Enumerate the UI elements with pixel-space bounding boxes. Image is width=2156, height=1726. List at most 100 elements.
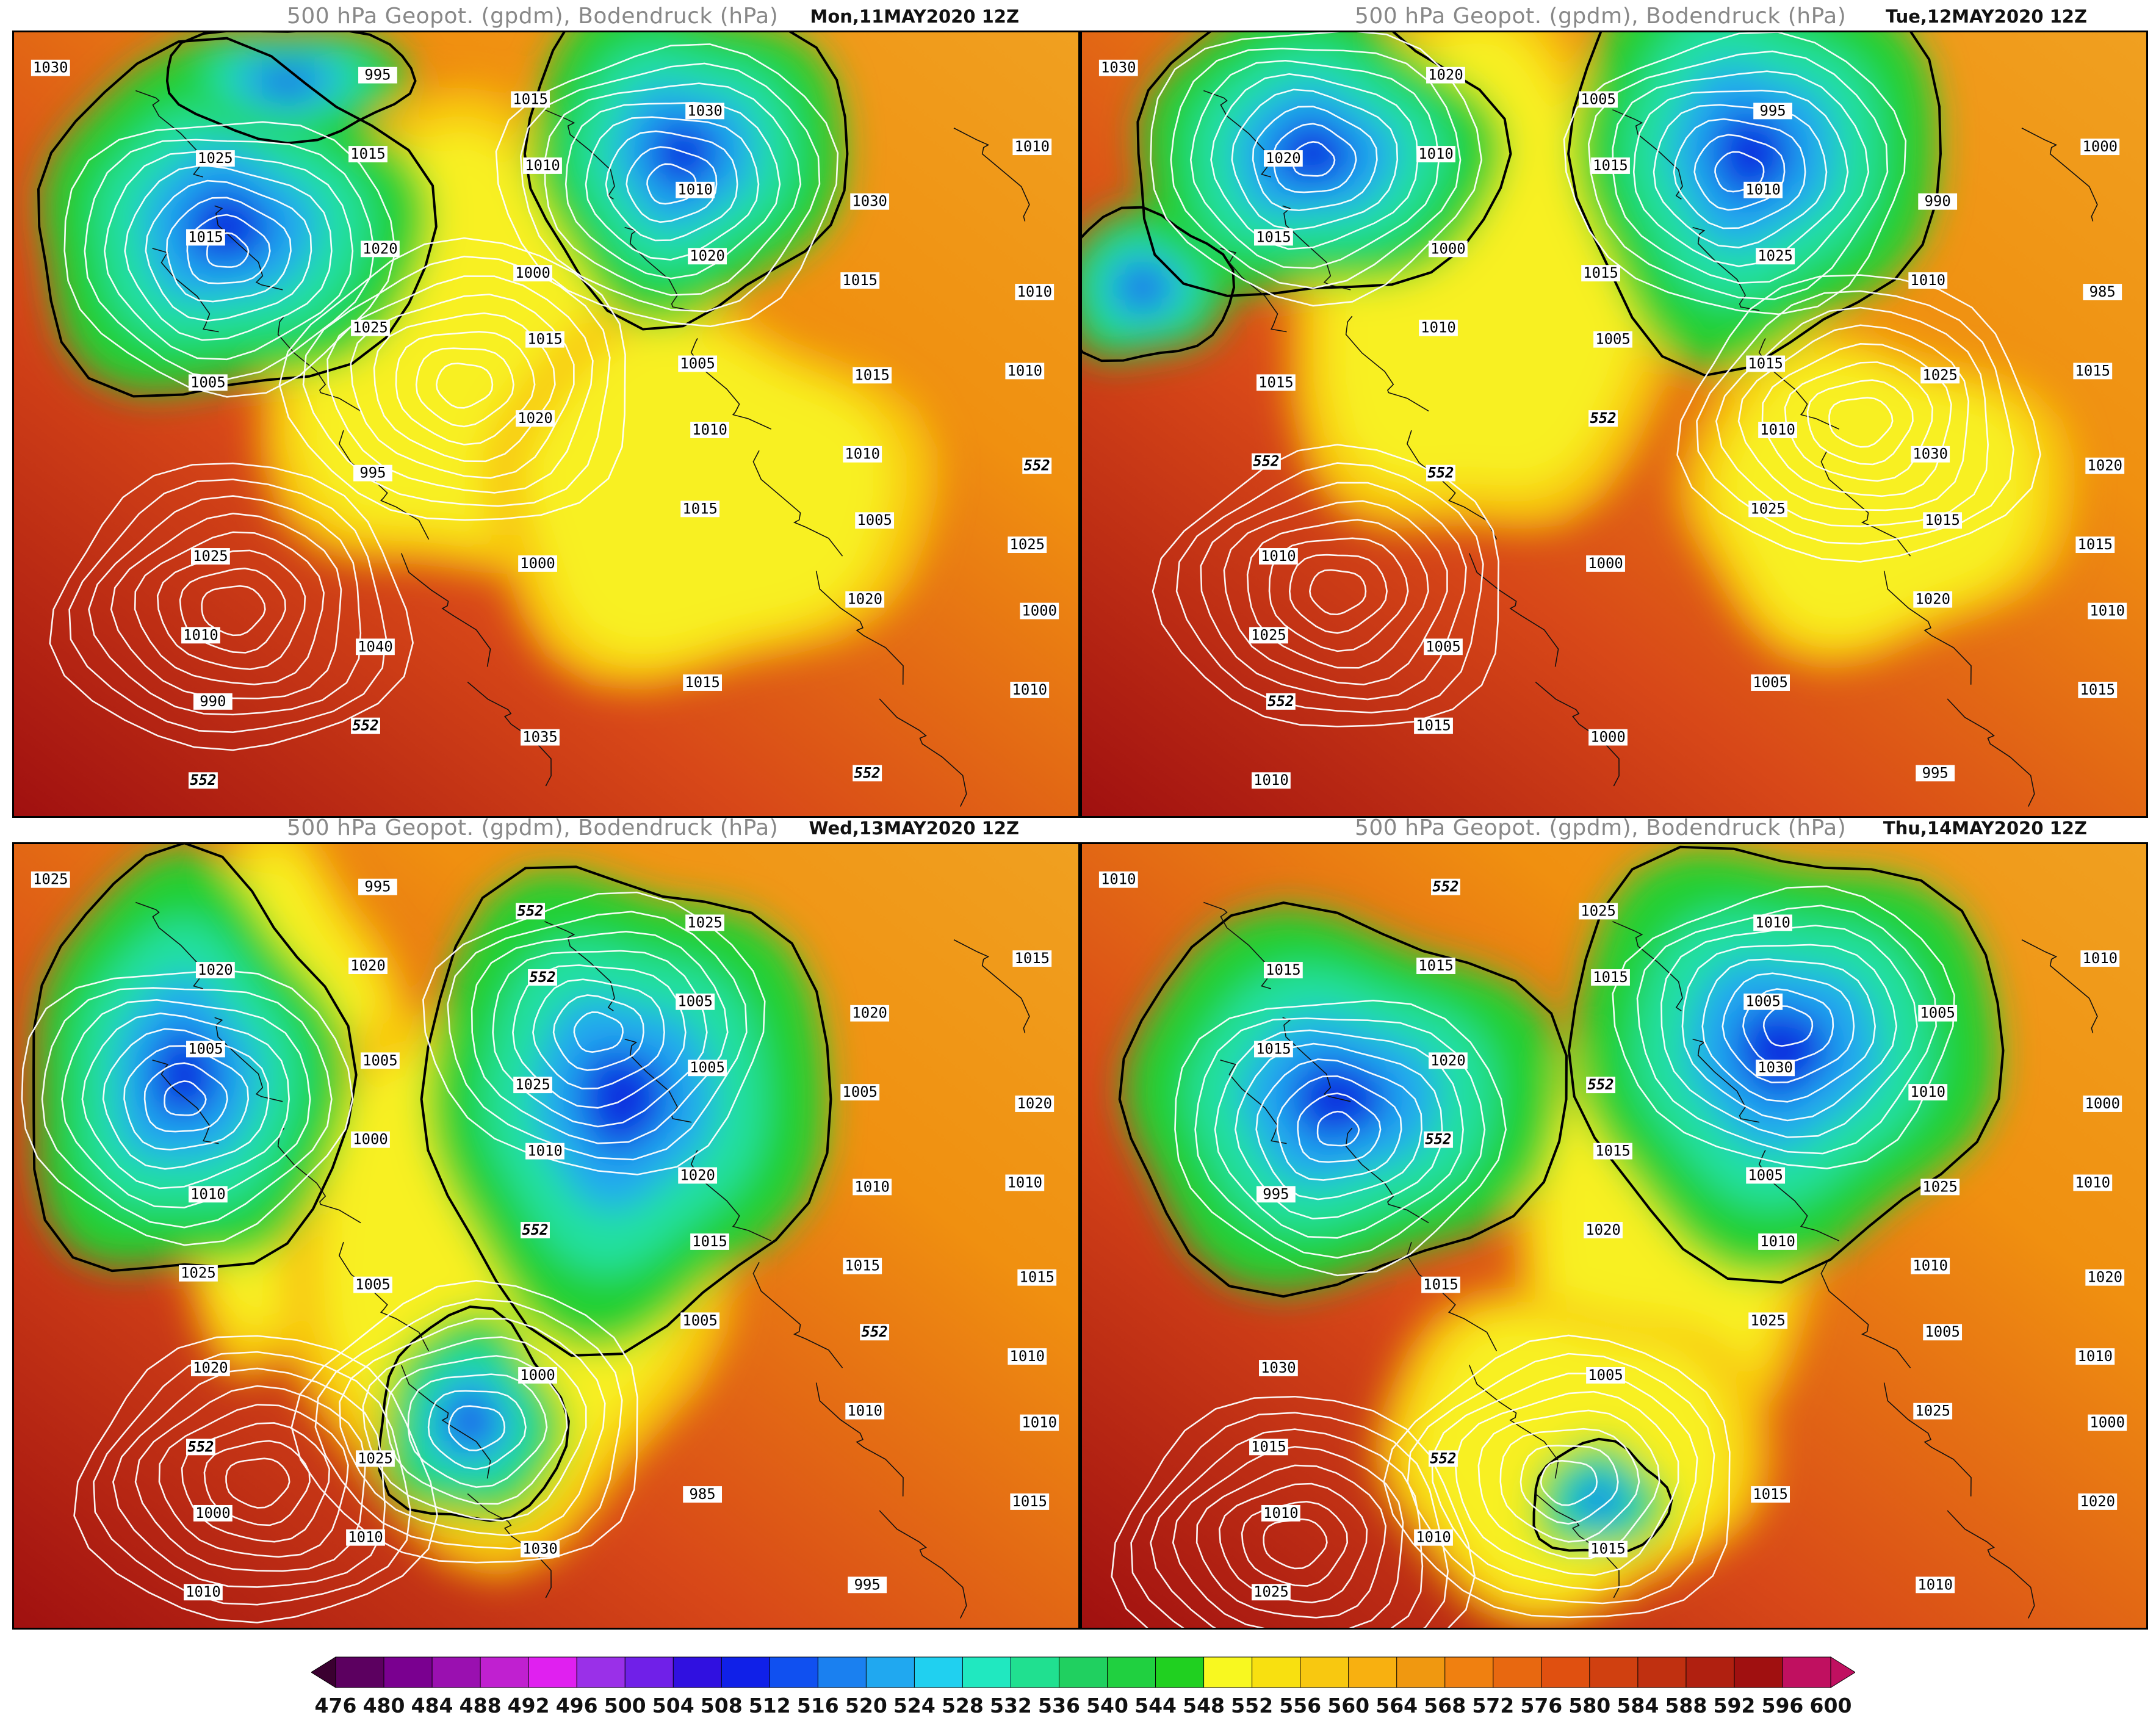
map-frame[interactable]: 1010 1015 1020 1015 1010 1005 1000 1010 552 1015 1… (1080, 842, 2148, 1630)
isobar-label: 1010 (1908, 1083, 1948, 1100)
svg-text:552: 552 (1427, 464, 1454, 482)
svg-text:1020: 1020 (852, 1005, 887, 1022)
svg-text:1015: 1015 (1423, 1276, 1458, 1293)
isobar-label: 1020 (845, 591, 885, 608)
svg-text:1015: 1015 (527, 331, 563, 348)
panel-title: 500 hPa Geopot. (gpdm), Bodendruck (hPa) (287, 4, 779, 29)
isobar-label: 1010 (1753, 914, 1792, 931)
colorbar-cell (672, 1656, 723, 1688)
colorbar-labels: 476 480 484 488 492 496 500 504 508 512 516 520 524 5… (311, 1694, 1855, 1718)
isobar-label: 1015 (1017, 1269, 1057, 1286)
svg-text:1030: 1030 (522, 1540, 558, 1558)
svg-text:552: 552 (1024, 457, 1050, 474)
colorbar-label: 504 (652, 1694, 694, 1717)
svg-text:995: 995 (1263, 1185, 1289, 1202)
svg-text:1015: 1015 (1753, 1486, 1788, 1503)
svg-text:1000: 1000 (195, 1504, 231, 1522)
isobar-label: 1010 (184, 1583, 223, 1600)
isobar-label: 985 (2083, 283, 2122, 300)
isobar-label: 1010 (2080, 950, 2120, 967)
isobar-label: 552 (1586, 1076, 1615, 1093)
isobar-label: 995 (353, 464, 392, 482)
isobar-label: 1020 (2085, 1269, 2125, 1286)
isobar-label: 1015 (1421, 1276, 1460, 1293)
svg-text:1025: 1025 (358, 1450, 393, 1467)
svg-text:1030: 1030 (687, 102, 723, 119)
isobar-label: 1025 (1920, 1178, 1960, 1195)
isobar-label: 1000 (2080, 138, 2120, 155)
isobar-label: 1005 (688, 1059, 727, 1076)
svg-text:1005: 1005 (190, 374, 226, 391)
svg-text:1025: 1025 (1758, 247, 1793, 264)
map-frame[interactable]: 1025 1020 1005 1010 1015 552 1010 1000 995 552 100… (12, 842, 1080, 1630)
svg-text:1015: 1015 (1251, 1438, 1286, 1455)
isobar-label: 1010 (1261, 1504, 1300, 1522)
isobar-label: 1015 (843, 1257, 882, 1274)
isobar-label: 1000 (513, 264, 552, 281)
svg-text:995: 995 (1922, 764, 1949, 781)
isobar-label: 1005 (1593, 331, 1632, 348)
svg-text:1020: 1020 (1017, 1095, 1052, 1112)
isobar-label: 1030 (1756, 1059, 1795, 1076)
isobar-label: 1005 (1424, 638, 1463, 655)
weather-map: 1025 1020 1005 1010 1015 552 1010 1000 995 552 100… (14, 844, 1078, 1628)
map-panel-tue: 500 hPa Geopot. (gpdm), Bodendruck (hPa)… (1080, 0, 2148, 818)
isobar-label: 1025 (1913, 1403, 1953, 1420)
isobar-label: 1015 (1416, 957, 1455, 974)
isobar-label: 1025 (1748, 500, 1788, 517)
svg-text:1015: 1015 (350, 145, 386, 162)
svg-text:1015: 1015 (845, 1257, 880, 1274)
colorbar-label: 532 (989, 1694, 1032, 1717)
panel-date: Wed,13MAY2020 12Z (809, 818, 1019, 839)
colorbar-label: 592 (1713, 1694, 1756, 1717)
svg-text:1020: 1020 (2087, 1269, 2122, 1286)
map-frame[interactable]: 1030 1020 1000 1005 1010 1015 1010 552 1020 1015 1… (1080, 31, 2148, 818)
isobar-labels: 1010 1015 1020 1015 1010 1005 1000 1010 552 1015 1… (1098, 871, 2127, 1600)
colorbar-cell (1637, 1656, 1687, 1688)
isobar-label: 552 (516, 902, 546, 919)
svg-text:1015: 1015 (1012, 1493, 1047, 1510)
isobar-label: 1005 (1743, 993, 1783, 1010)
isobar-label: 552 (1431, 878, 1460, 895)
isobar-label: 1010 (1005, 362, 1045, 379)
isobar-label: 1005 (855, 511, 895, 529)
isobar-label: 995 (358, 878, 397, 895)
isobar-label: 1010 (1758, 421, 1797, 438)
contour-552 (32, 844, 832, 1522)
weather-map: 1010 1015 1020 1015 1010 1005 1000 1010 552 1015 1… (1082, 844, 2146, 1628)
isobar-label: 1020 (1429, 1052, 1468, 1069)
svg-text:1020: 1020 (193, 1359, 228, 1376)
svg-text:990: 990 (200, 693, 226, 710)
isobar-label: 1020 (850, 1005, 890, 1022)
colorbar-label: 492 (507, 1694, 550, 1717)
colorbar-label: 552 (1231, 1694, 1274, 1717)
isobar-label: 1010 (1419, 319, 1458, 336)
colorbar-cell (528, 1656, 578, 1688)
svg-text:1015: 1015 (685, 674, 720, 691)
svg-text:1030: 1030 (852, 193, 887, 210)
svg-text:1040: 1040 (358, 638, 393, 655)
svg-text:552: 552 (1425, 1131, 1451, 1148)
colorbar-cell (1589, 1656, 1639, 1688)
colorbar-cell (1444, 1656, 1494, 1688)
isobar-label: 552 (1588, 410, 1618, 427)
isobar-label: 1000 (193, 1504, 233, 1522)
panel-title: 500 hPa Geopot. (gpdm), Bodendruck (hPa) (1355, 4, 1847, 29)
svg-text:1005: 1005 (682, 1312, 718, 1329)
isobar-label: 1030 (685, 102, 724, 119)
isobar-labels: 1030 1025 1020 1015 1010 1005 1000 990 995 1010 10… (31, 59, 1059, 789)
isobar-label: 1020 (678, 1166, 718, 1183)
isobar-label: 552 (1252, 453, 1281, 470)
colorbar-cell (1252, 1656, 1301, 1688)
isobar-label: 990 (1918, 193, 1958, 210)
map-frame[interactable]: 1030 1025 1020 1015 1010 1005 1000 990 995 1010 10… (12, 31, 1080, 818)
isobar-label: 1015 (680, 500, 720, 517)
panel-header: 500 hPa Geopot. (gpdm), Bodendruck (hPa)… (12, 0, 1080, 31)
svg-text:1025: 1025 (1009, 536, 1045, 553)
isobar-label: 1000 (2088, 1414, 2127, 1431)
svg-text:1025: 1025 (1922, 1178, 1958, 1195)
contour-552 (1118, 845, 2005, 1553)
colorbar-cell (1107, 1656, 1156, 1688)
isobar-label: 1015 (1591, 157, 1630, 174)
isobar-label: 1000 (351, 1131, 390, 1148)
